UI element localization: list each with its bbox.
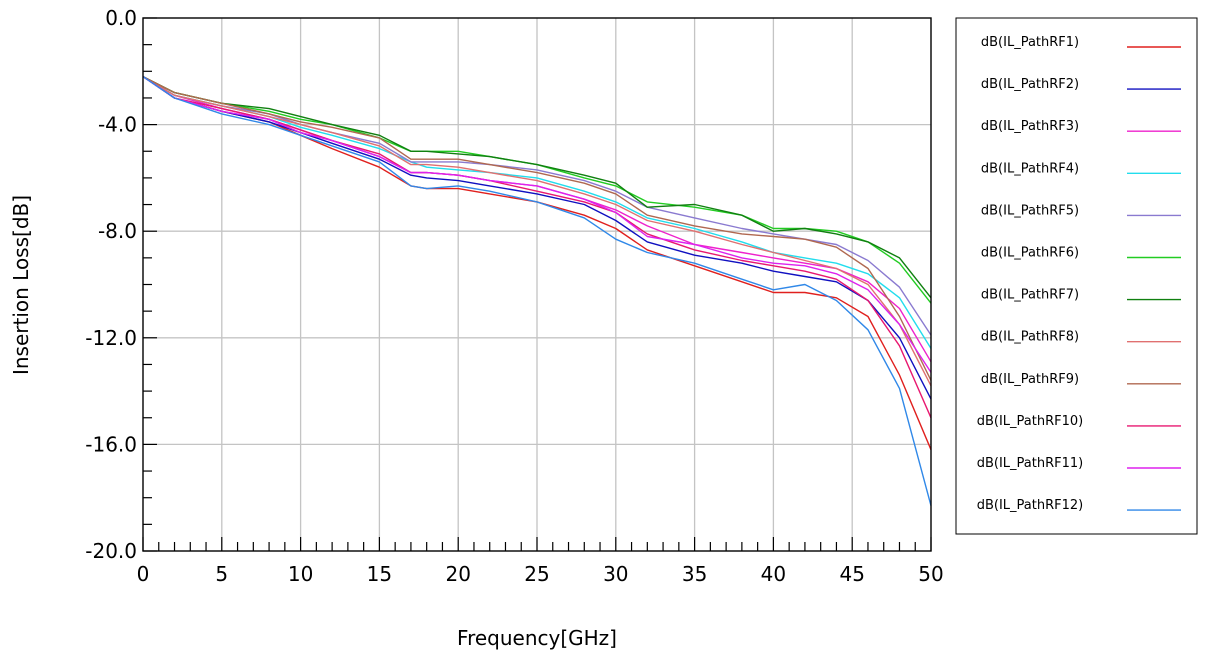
series-line-5	[142, 75, 932, 336]
y-tick-label: -20.0	[85, 539, 137, 563]
series-line-11	[142, 76, 932, 373]
x-tick-label: 45	[839, 562, 864, 586]
series-line-10	[142, 76, 932, 419]
series-line-7	[142, 75, 932, 299]
legend-box	[955, 17, 1198, 535]
series-line-2	[142, 76, 932, 400]
legend: dB(IL_PathRF1) dB(IL_PathRF2) dB(IL_PathRF…	[955, 17, 1198, 535]
axis-tick-labels: 0 5 10 15 20 25 30 35 40 45 50 0.0 -4.0 -8.0 -12.0 -16.…	[85, 6, 943, 586]
legend-label-7: dB(IL_PathRF7)	[981, 288, 1079, 303]
legend-label-5: dB(IL_PathRF5)	[981, 203, 1079, 218]
series-line-9	[142, 75, 932, 381]
legend-label-12: dB(IL_PathRF12)	[977, 498, 1084, 513]
legend-label-9: dB(IL_PathRF9)	[981, 372, 1079, 387]
series-layer	[142, 75, 932, 506]
x-tick-label: 0	[137, 562, 150, 586]
y-tick-label: -16.0	[85, 432, 137, 456]
y-tick-label: -12.0	[85, 326, 137, 350]
series-line-12	[142, 76, 932, 506]
legend-label-10: dB(IL_PathRF10)	[977, 414, 1084, 429]
x-tick-label: 10	[288, 562, 313, 586]
y-tick-label: 0.0	[105, 6, 137, 30]
x-tick-label: 20	[445, 562, 470, 586]
legend-label-2: dB(IL_PathRF2)	[981, 77, 1079, 92]
series-line-4	[142, 75, 932, 349]
legend-label-1: dB(IL_PathRF1)	[981, 35, 1079, 50]
x-tick-label: 50	[918, 562, 943, 586]
legend-label-3: dB(IL_PathRF3)	[981, 119, 1079, 134]
legend-label-4: dB(IL_PathRF4)	[981, 161, 1079, 176]
x-tick-label: 25	[524, 562, 549, 586]
y-tick-label: -4.0	[98, 113, 137, 137]
axis-ticks	[142, 17, 932, 552]
legend-label-11: dB(IL_PathRF11)	[977, 456, 1084, 471]
y-tick-label: -8.0	[98, 219, 137, 243]
x-tick-label: 15	[367, 562, 392, 586]
legend-label-6: dB(IL_PathRF6)	[981, 246, 1079, 261]
x-tick-label: 40	[761, 562, 786, 586]
x-axis-title: Frequency[GHz]	[457, 626, 617, 650]
legend-label-8: dB(IL_PathRF8)	[981, 330, 1079, 345]
x-tick-label: 5	[215, 562, 228, 586]
y-axis-title: Insertion Loss[dB]	[9, 195, 33, 375]
x-tick-label: 30	[603, 562, 628, 586]
grid-lines	[143, 18, 931, 551]
series-line-8	[142, 75, 932, 387]
x-tick-label: 35	[682, 562, 707, 586]
